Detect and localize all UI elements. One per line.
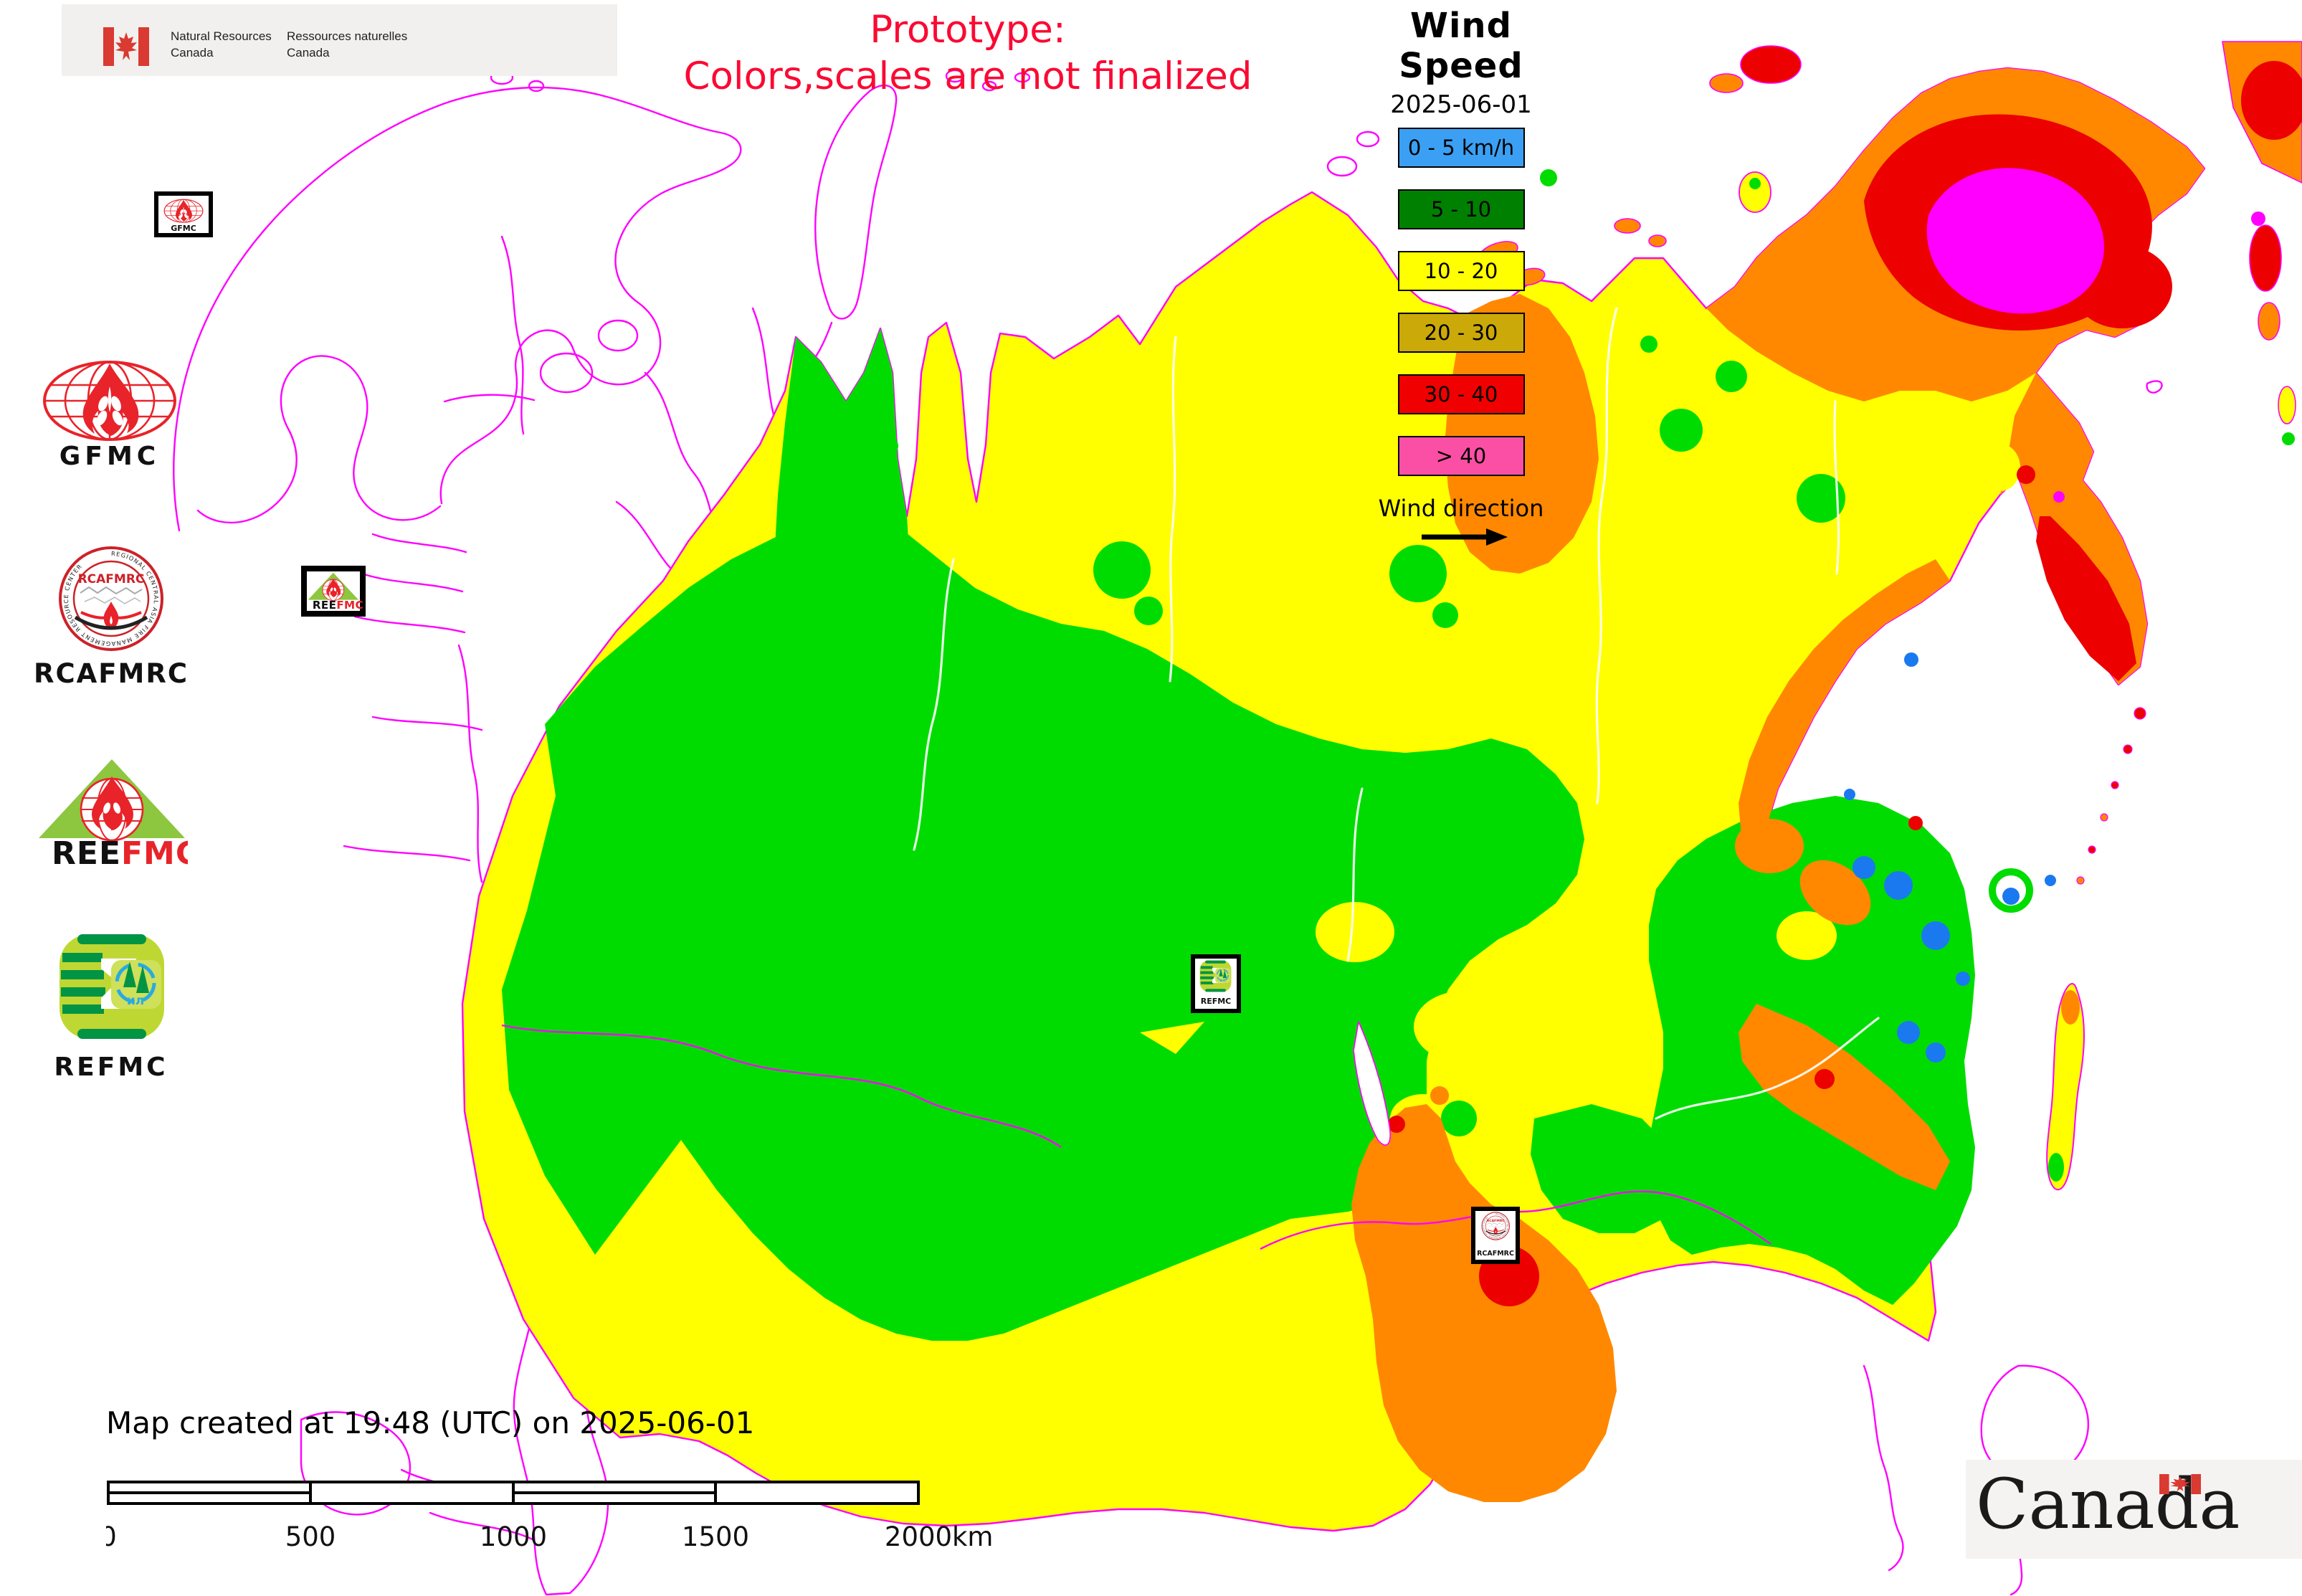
gfmc-label: GFMC [59,442,161,471]
legend-title: Wind Speed [1399,6,1523,86]
legend-item-10-20: 10 - 20 [1397,251,1525,291]
region-green-yamal [774,328,910,753]
legend-item-label: 5 - 10 [1430,197,1492,222]
legend-item-5-10: 5 - 10 [1397,189,1525,229]
scale-label-2000: 2000 [885,1521,952,1552]
region-orange-taymyr [1445,294,1599,574]
legend-date: 2025-06-01 [1390,90,1532,119]
wind-field [461,41,2302,1532]
legend-item-label: > 40 [1435,444,1487,468]
lake-baikal [1353,1021,1391,1146]
nrcan-title-fr: Ressources naturelles Canada [287,29,407,62]
rcafmrc-label: RCAFMRC [33,658,189,689]
blue-spots [1844,652,2056,1063]
legend-item-40plus: > 40 [1397,436,1525,476]
scale-label-0: 0 [106,1521,117,1552]
nrcan-en-line2: Canada [171,45,214,60]
map-marker-reefmc [301,566,366,617]
canada-flag-icon [103,27,149,66]
region-sakhalin [2046,983,2085,1191]
green-spots [880,169,1845,843]
marker-gfmc-label: GFMC [171,224,196,233]
kuril-islands [2076,707,2146,885]
refmc-label: REFMC [54,1053,168,1082]
region-orange-amur [1739,1004,1950,1190]
scale-label-500: 500 [285,1521,336,1552]
nrcan-fr-line2: Canada [287,45,330,60]
legend-item-30-40: 30 - 40 [1397,374,1525,414]
canada-wordmark-flag-icon [2159,1474,2201,1494]
canada-wordmark-bg [1966,1460,2302,1559]
scale-label-1500: 1500 [682,1521,749,1552]
legend: Wind Speed 2025-06-01 0 - 5 km/h 5 - 10 … [1346,6,1576,552]
refmc-logo [57,932,166,1041]
rivers [913,307,1880,1120]
wind-direction-label: Wind direction [1378,495,1544,522]
marker-refmc-label: REFMC [1201,997,1232,1006]
nrcan-en-line1: Natural Resources [171,29,272,43]
map-marker-refmc: REFMC [1191,954,1241,1013]
region-magenta-chukotka [1926,168,2104,314]
wind-direction-arrow-icon [1422,528,1508,546]
map-marker-rcafmrc: RCAFMRC [1471,1207,1520,1264]
map-marker-gfmc: GFMC [154,191,213,237]
map-created-caption: Map created at 19:48 (UTC) on 2025-06-01 [106,1405,755,1440]
legend-item-label: 0 - 5 km/h [1407,136,1515,160]
scale-bar: 0 500 1000 1500 2000 km [106,1481,993,1552]
rcafmrc-logo [56,545,166,654]
nrcan-header [62,4,617,76]
region-orange-mongolia [1351,1104,1617,1502]
legend-item-label: 30 - 40 [1424,382,1498,407]
legend-item-20-30: 20 - 30 [1397,313,1525,353]
region-green-central [502,516,1584,1341]
region-red-kamchatka [2036,516,2136,681]
prototype-line1: Prototype: [870,8,1066,52]
nrcan-fr-line1: Ressources naturelles [287,29,408,43]
marker-rcafmrc-label: RCAFMRC [1477,1250,1514,1258]
legend-item-label: 10 - 20 [1424,259,1498,283]
scale-unit: km [952,1521,993,1552]
prototype-notice: Prototype: Colors,scales are not finaliz… [631,7,1305,100]
legend-item-label: 20 - 30 [1424,320,1498,345]
scale-label-1000: 1000 [480,1521,547,1552]
reefmc-logo [37,758,188,870]
nrcan-title-en: Natural Resources Canada [171,29,272,62]
legend-item-0-5: 0 - 5 km/h [1397,128,1525,168]
gfmc-logo [43,361,176,441]
prototype-line2: Colors,scales are not finalized [683,54,1252,98]
